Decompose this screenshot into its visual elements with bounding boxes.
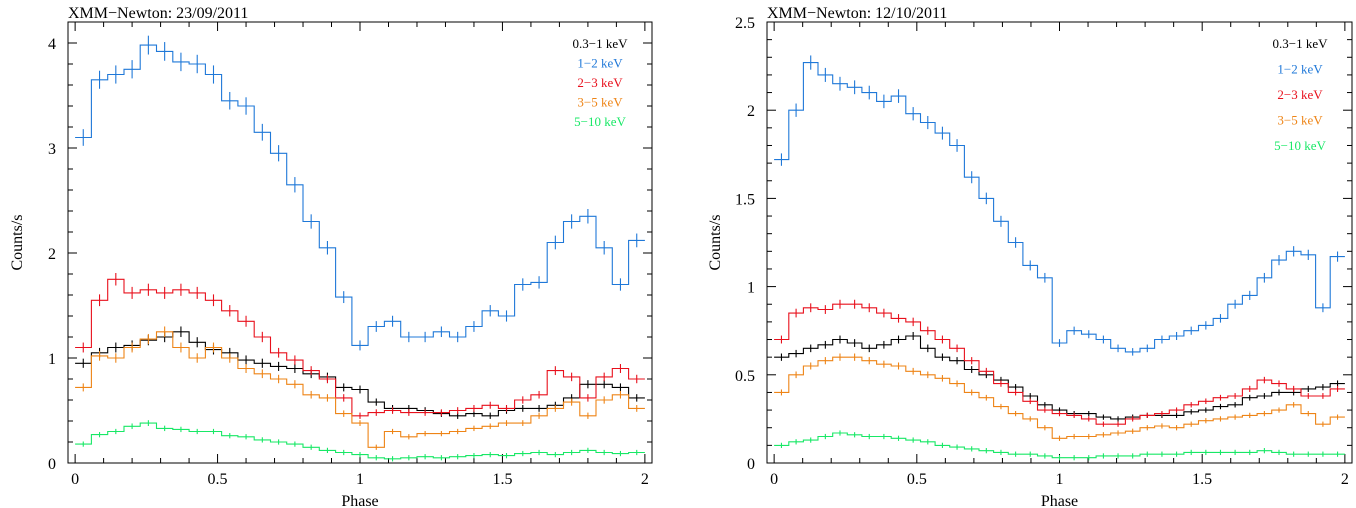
y-axis-label: Counts/s — [9, 214, 26, 270]
y-tick-label: 2.5 — [735, 15, 755, 32]
series-2-3-keV — [75, 272, 645, 419]
legend-entry: 3−5 keV — [1277, 113, 1323, 128]
y-tick-label: 2 — [747, 103, 755, 120]
legend-entry: 0.3−1 keV — [573, 36, 629, 51]
series-step-line — [75, 422, 645, 460]
x-tick-label: 1 — [1056, 471, 1064, 488]
y-axis-label: Counts/s — [707, 214, 724, 270]
legend-entry: 2−3 keV — [577, 75, 623, 90]
series-5-10-keV — [774, 430, 1345, 461]
y-tick-label: 1 — [747, 280, 755, 297]
x-tick-label: 2 — [641, 471, 649, 488]
y-tick-label: 0 — [48, 456, 56, 473]
series-1-2-keV — [75, 35, 645, 351]
chart-panel-2: XMM−Newton: 12/10/2011 0 0.5 1 1.5 2 0 0.5 1 1.5 2… — [707, 5, 1353, 508]
legend-entry: 2−3 keV — [1277, 87, 1323, 102]
x-tick-label: 1.5 — [1192, 471, 1212, 488]
series-5-10-keV — [75, 420, 645, 462]
x-tick-label: 0 — [71, 471, 79, 488]
legend-entry: 5−10 keV — [574, 114, 626, 129]
series-3-5-keV — [774, 353, 1345, 441]
series-0-3-1-keV — [75, 326, 645, 419]
series-2-3-keV — [774, 299, 1345, 427]
series-step-line — [774, 356, 1345, 439]
y-tick-label: 3 — [48, 141, 56, 158]
y-tick-label: 0.5 — [735, 368, 755, 385]
y-tick-label: 1.5 — [735, 191, 755, 208]
x-tick-label: 0 — [770, 471, 778, 488]
x-tick-label: 1 — [356, 471, 364, 488]
chart-title: XMM−Newton: 23/09/2011 — [68, 5, 248, 22]
x-tick-label: 1.5 — [492, 471, 512, 488]
y-tick-label: 4 — [48, 36, 56, 53]
x-axis-label: Phase — [1041, 493, 1078, 508]
legend-entry: 1−2 keV — [577, 56, 623, 71]
y-tick-label: 0 — [747, 456, 755, 473]
series-step-line — [774, 432, 1345, 459]
series-step-line — [774, 335, 1345, 420]
x-axis-label: Phase — [341, 493, 378, 508]
series-step-line — [75, 278, 645, 417]
x-tick-label: 0.5 — [907, 471, 927, 488]
series-3-5-keV — [75, 326, 645, 450]
x-tick-label: 2 — [1341, 471, 1349, 488]
series-step-line — [75, 331, 645, 448]
chart-title: XMM−Newton: 12/10/2011 — [767, 5, 947, 22]
legend-entry: 1−2 keV — [1277, 62, 1323, 77]
y-tick-label: 2 — [48, 246, 56, 263]
x-tick-label: 0.5 — [208, 471, 228, 488]
series-1-2-keV — [774, 55, 1345, 356]
series-step-line — [774, 303, 1345, 425]
y-tick-label: 1 — [48, 351, 56, 368]
series-step-line — [75, 44, 645, 346]
legend-entry: 0.3−1 keV — [1273, 36, 1329, 51]
plot-frame — [67, 21, 653, 464]
legend-entry: 5−10 keV — [1274, 138, 1326, 153]
series-step-line — [774, 62, 1345, 353]
chart-panel-1: XMM−Newton: 23/09/2011 0 0.5 1 1.5 2 0 1 2 3 4 Phas… — [9, 5, 653, 508]
legend-entry: 3−5 keV — [577, 95, 623, 110]
